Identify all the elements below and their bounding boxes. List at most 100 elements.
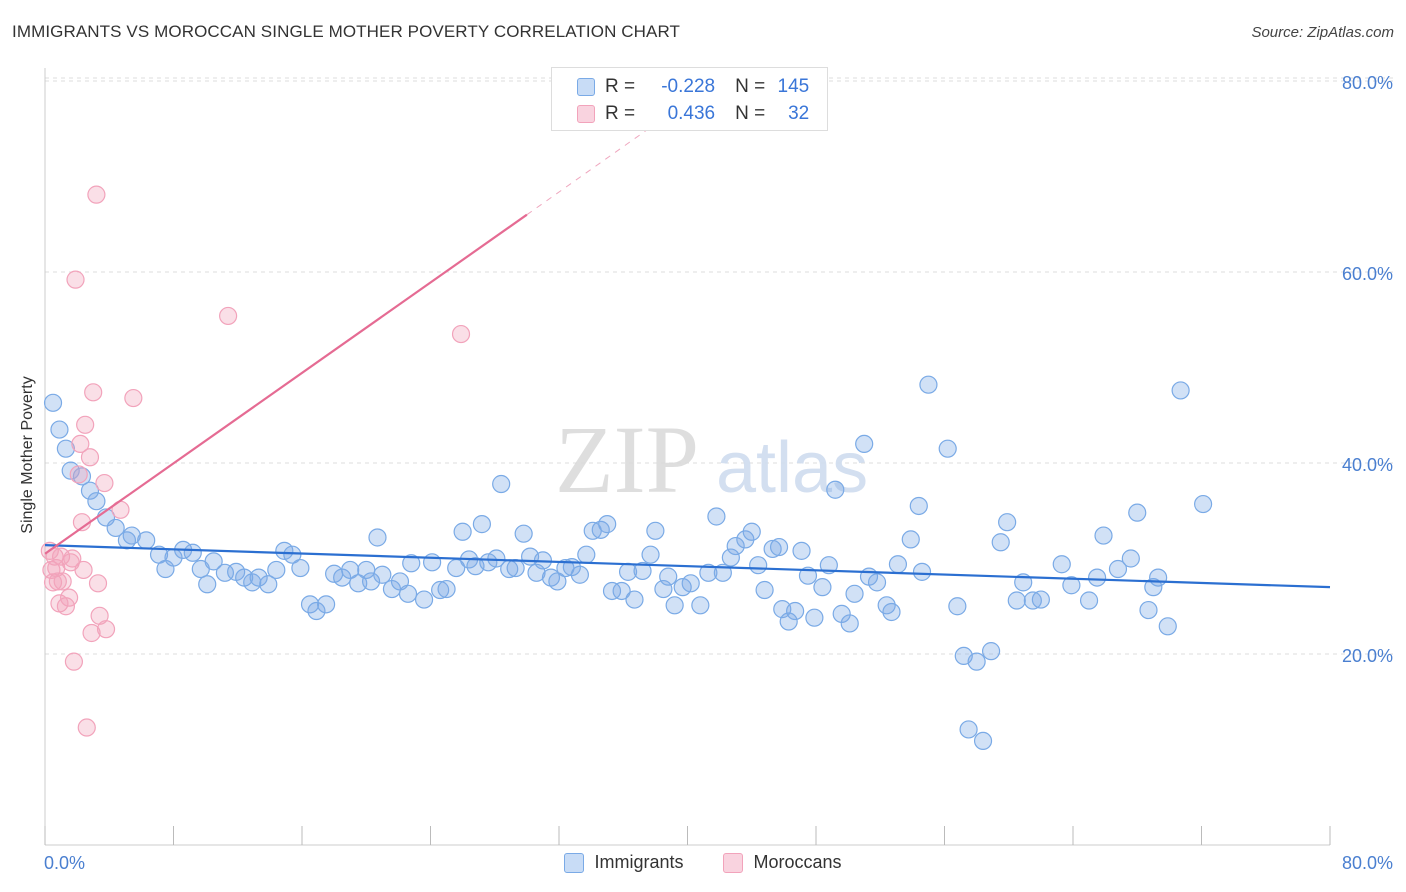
immigrants-point (1062, 576, 1081, 595)
immigrants-point (959, 720, 978, 739)
immigrants-point (1007, 591, 1026, 610)
immigrants-point (798, 566, 818, 585)
immigrants-point (1139, 600, 1158, 620)
legend-n-value: 145 (777, 76, 810, 97)
immigrants-point (437, 579, 456, 599)
immigrants-point (681, 574, 700, 593)
moroccans-point (87, 185, 106, 204)
moroccans-point (219, 306, 238, 326)
immigrants-point (769, 537, 789, 557)
moroccans-point (96, 620, 116, 639)
legend-r-value: 0.436 (667, 103, 716, 124)
moroccans-point (95, 473, 114, 493)
immigrants-point (1128, 503, 1147, 522)
immigrants-point (888, 555, 908, 574)
chart-title: IMMIGRANTS VS MOROCCAN SINGLE MOTHER POV… (12, 22, 681, 41)
immigrants-point (506, 558, 525, 578)
immigrants-point (786, 601, 805, 621)
immigrants-point (50, 420, 69, 439)
immigrants-point (646, 521, 665, 540)
legend-label-moroccans: Moroccans (753, 852, 842, 872)
immigrants-point (699, 563, 718, 582)
moroccans-trend-extension (526, 123, 656, 216)
moroccans-point (51, 547, 71, 566)
immigrants-point (307, 601, 326, 621)
moroccans-point (82, 623, 101, 643)
immigrants-point (316, 595, 336, 614)
immigrants-point (341, 560, 360, 580)
legend-row-immigrants: R = -0.228 N = 145 (577, 75, 809, 99)
y-tick-labels: 20.0% 40.0% 60.0% 80.0% (1342, 73, 1393, 666)
immigrants-point (414, 590, 434, 609)
axes (44, 68, 1331, 846)
immigrants-point (259, 575, 278, 594)
immigrants-point (1031, 590, 1050, 609)
moroccans-point (69, 465, 88, 484)
moroccans-point (74, 560, 93, 580)
moroccans-point (64, 652, 84, 671)
immigrants-point (912, 562, 932, 581)
immigrants-point (625, 590, 644, 609)
watermark-zip: ZIP (555, 406, 699, 513)
moroccans-point (88, 574, 108, 593)
immigrants-point (755, 580, 774, 600)
legend-r-label: R = (605, 76, 636, 97)
immigrants-point (1158, 617, 1177, 636)
immigrants-point (826, 480, 845, 499)
immigrants-point (919, 375, 938, 394)
immigrants-point (749, 556, 768, 575)
immigrants-point (598, 515, 617, 534)
immigrants-point (514, 524, 533, 543)
immigrants-point (805, 608, 824, 627)
moroccans-point (66, 270, 85, 289)
legend-row-moroccans: R = 0.436 N = 32 (577, 102, 809, 126)
immigrants-point (402, 554, 421, 573)
immigrants-point (1108, 559, 1128, 579)
y-tick-label: 80.0% (1342, 73, 1393, 93)
legend-n-label: N = (735, 76, 766, 97)
immigrants-point (368, 528, 387, 547)
immigrants-point (665, 596, 684, 615)
immigrants-point (361, 572, 381, 591)
moroccans-point (71, 434, 90, 453)
watermark-atlas: atlas (716, 428, 868, 508)
x-tick-label-min: 0.0% (44, 853, 85, 873)
legend-item-immigrants[interactable]: Immigrants (564, 852, 683, 873)
immigrants-point (1087, 568, 1107, 587)
source-note: Source: ZipAtlas.com (1251, 24, 1394, 41)
legend-r-value: -0.228 (661, 76, 716, 97)
immigrants-point (198, 575, 217, 594)
immigrants-point (707, 507, 726, 526)
immigrants-point (106, 518, 125, 538)
immigrants-point (1052, 555, 1071, 574)
immigrants-point (204, 552, 223, 571)
immigrants-point (612, 581, 631, 601)
immigrants-point (492, 474, 511, 494)
moroccans-trend-line (44, 213, 528, 555)
immigrants-point (283, 545, 302, 564)
immigrants-point (981, 642, 1001, 661)
immigrants-point (1194, 494, 1213, 514)
immigrants-point (72, 467, 92, 486)
immigrants-swatch (564, 852, 585, 873)
x-tick-label-max: 80.0% (1342, 853, 1393, 873)
immigrants-point (973, 731, 993, 751)
legend-item-moroccans[interactable]: Moroccans (723, 852, 842, 873)
legend-r-label: R = (605, 103, 636, 124)
immigrants-point (80, 481, 100, 500)
legend-n-label: N = (735, 103, 766, 124)
immigrants-point (487, 549, 506, 568)
immigrants-point (570, 565, 589, 584)
immigrants-point (641, 545, 660, 564)
immigrants-point (373, 565, 392, 584)
y-tick-label: 20.0% (1342, 646, 1393, 666)
moroccans-point (77, 718, 96, 737)
moroccans-point (124, 388, 143, 408)
immigrants-points (43, 375, 1213, 751)
moroccans-point (48, 572, 67, 591)
immigrants-point (882, 602, 901, 622)
immigrants-point (431, 580, 450, 600)
immigrants-point (819, 556, 838, 575)
moroccans-point (76, 415, 95, 434)
